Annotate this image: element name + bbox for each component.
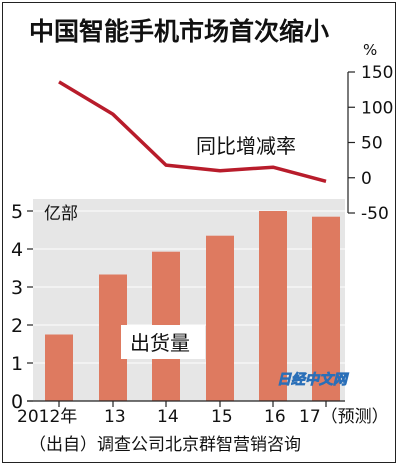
growth-unit-label: % — [363, 41, 377, 59]
x-category-label: 16 — [264, 407, 286, 427]
shipments-unit-label: 亿部 — [44, 204, 78, 224]
shipments-tick-label: 1 — [11, 353, 23, 375]
x-category-label: 2012年 — [17, 407, 77, 427]
shipments-tick-label: 3 — [11, 277, 23, 299]
bar-plot-panel — [33, 199, 345, 401]
x-axis-labels: 2012年 13 14 15 16 17（预测） — [17, 407, 389, 427]
x-category-label: 17（预测） — [299, 407, 389, 427]
growth-tick-label: 50 — [361, 134, 383, 154]
x-category-label: 14 — [157, 407, 179, 427]
shipments-tick-label: 4 — [11, 239, 23, 261]
growth-tick-label: 100 — [361, 98, 393, 118]
growth-tick-label: 0 — [361, 169, 372, 189]
shipments-tick-label: 5 — [11, 201, 23, 223]
growth-series-label: 同比增减率 — [196, 134, 296, 158]
shipments-series-label: 出货量 — [130, 331, 190, 355]
growth-tick-label: 150 — [361, 63, 393, 83]
watermark-logo: 日经中文网 — [277, 371, 349, 388]
growth-tick-label: -50 — [361, 204, 389, 224]
x-category-label: 13 — [104, 407, 126, 427]
growth-series-line — [59, 82, 326, 181]
shipment-bar — [45, 335, 73, 402]
shipments-tick-label: 2 — [11, 315, 23, 337]
source-note: （出自）调查公司北京群智营销咨询 — [29, 435, 301, 455]
chart-title: 中国智能手机市场首次缩小 — [29, 17, 329, 46]
x-category-label: 15 — [211, 407, 233, 427]
shipment-bar — [206, 236, 234, 401]
